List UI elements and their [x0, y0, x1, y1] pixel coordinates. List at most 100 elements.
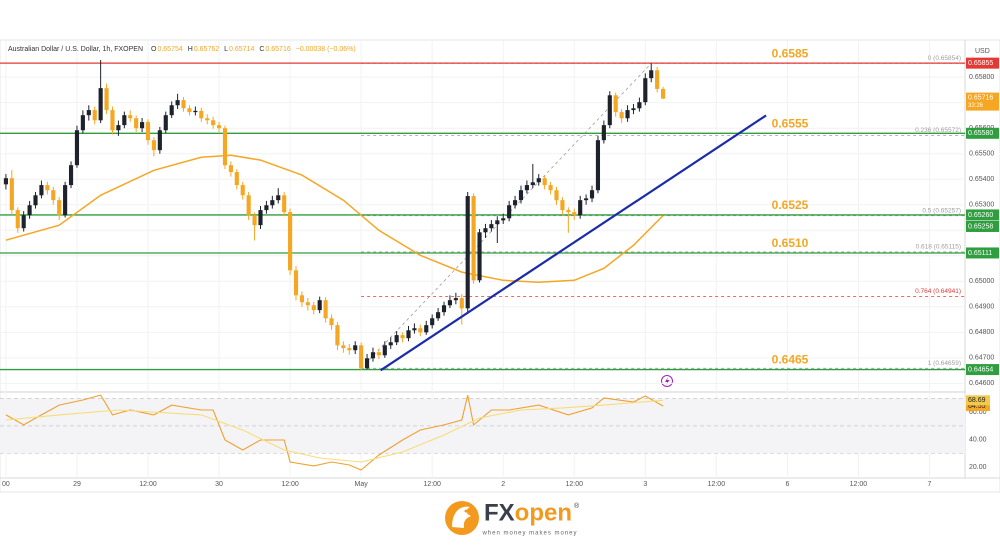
candle-body [601, 125, 606, 141]
grid [0, 40, 965, 478]
candle-body [489, 224, 494, 229]
legend-key: L [224, 46, 228, 53]
candle-body [566, 210, 571, 213]
legend-value: 0.65754 [157, 46, 182, 53]
x-tick-label: 7 [928, 481, 932, 488]
candle-body [122, 115, 127, 126]
x-tick-label: 12:00 [850, 481, 868, 488]
x-tick-label: 00 [2, 481, 10, 488]
candle-body [276, 195, 281, 201]
candle-body [335, 325, 340, 346]
level-label: 0.6510 [772, 236, 809, 250]
chart-title: Australian Dollar / U.S. Dollar, 1h, FXO… [8, 46, 143, 53]
price-box-label: 0.65716 [968, 94, 993, 101]
axis-box-label: 0.65260 [968, 212, 993, 219]
candle-body [329, 318, 334, 326]
candle-body [595, 140, 601, 191]
x-tick-label: 12:00 [281, 481, 299, 488]
axis: O 0.65754 H 0.65762 L 0.65714 C 0.65716 −0.00038… [2, 46, 999, 488]
candle-body [613, 95, 618, 113]
candle-body [104, 88, 109, 111]
candle-body [45, 185, 50, 191]
candle-body [501, 218, 506, 221]
legend-value: 0.65762 [194, 46, 219, 53]
candle-body [282, 195, 287, 213]
y-tick-label: 0.65000 [969, 278, 994, 285]
candle-body [110, 110, 115, 131]
candle-body [92, 110, 97, 121]
x-tick-label: 29 [73, 481, 81, 488]
candle-body [631, 108, 636, 111]
candle-body [430, 318, 435, 326]
y-tick-label: 0.64700 [969, 355, 994, 362]
y-tick-label: 0.65500 [969, 151, 994, 158]
brand-logo [445, 501, 479, 535]
annotations: 0 (0.65854) 0.236 (0.65572) 0.5 (0.65257) 0… [380, 46, 961, 372]
candle-body [39, 185, 44, 196]
overlays [0, 62, 965, 371]
rsi-line [5, 394, 664, 471]
axis-box [966, 127, 999, 139]
brand-mark: ® [574, 502, 580, 510]
countdown: 33:26 [968, 103, 984, 109]
rsi-line [5, 399, 664, 463]
rsi-band [0, 398, 965, 454]
candle-body [181, 100, 186, 109]
candle-body [412, 328, 417, 331]
candle-body [560, 200, 565, 211]
candle-body [86, 110, 91, 116]
axis-box-label: 0.65258 [968, 223, 993, 230]
candle-body [187, 108, 192, 113]
candle-body [518, 190, 524, 201]
candle-body [216, 125, 222, 129]
candle-body [145, 122, 151, 141]
y-tick-label: 0.64900 [969, 304, 994, 311]
candle-body [441, 305, 447, 313]
x-tick-label: 30 [215, 481, 223, 488]
candle-body [643, 78, 648, 103]
candle-body [199, 110, 204, 119]
axis-box [966, 57, 999, 69]
candle-body [370, 352, 376, 359]
candle-body [222, 128, 228, 166]
brand-tagline: when money makes money [481, 531, 577, 537]
candle-body [625, 110, 630, 119]
y-tick-label: 40.00 [969, 436, 987, 443]
candle-body [459, 298, 464, 309]
candle-body [33, 195, 38, 206]
candle-body [382, 345, 387, 356]
candle-body [15, 210, 20, 229]
candle-body [572, 212, 577, 216]
candle-body [471, 196, 476, 281]
candle-body [400, 335, 405, 339]
candle-body [542, 178, 547, 186]
axis-box-label: 0.65111 [968, 250, 992, 257]
candle-body [530, 182, 535, 186]
candle-body [270, 200, 275, 206]
candle-body [584, 198, 589, 201]
candle-body [376, 352, 381, 356]
candle-body [240, 185, 245, 196]
candle-body [211, 120, 216, 126]
legend-value: 0.65714 [229, 46, 254, 53]
candle-body [406, 330, 411, 339]
candle-body [524, 185, 529, 191]
candle-body [68, 165, 74, 186]
candle-body [589, 190, 595, 199]
candle-body [347, 348, 352, 351]
currency-label: USD [975, 48, 990, 55]
candle-body [353, 345, 358, 351]
axis-box-label: 0.65580 [968, 130, 993, 137]
y-tick-label: 60.00 [969, 409, 987, 416]
candle-body [477, 232, 482, 281]
candle-body [548, 185, 553, 191]
fib-label: 0.5 (0.65257) [922, 207, 961, 214]
candle-body [175, 100, 180, 106]
legend-value: 0.65716 [265, 46, 290, 53]
level-label: 0.6465 [772, 353, 809, 367]
candle-body [317, 300, 322, 311]
axis-box [966, 247, 999, 259]
y-tick-label: 0.64800 [969, 329, 994, 336]
